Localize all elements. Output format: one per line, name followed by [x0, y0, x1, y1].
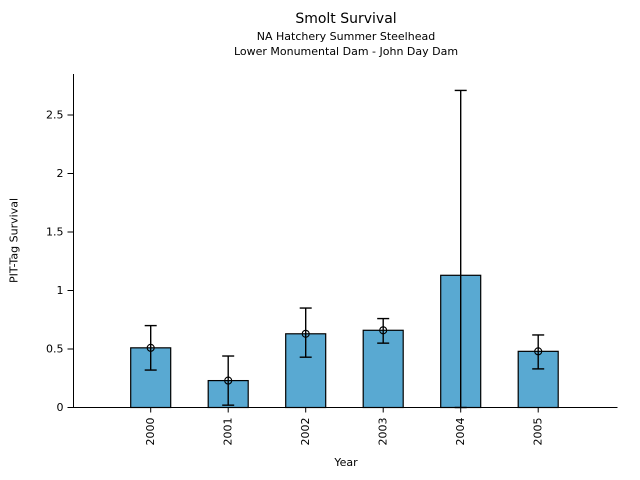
x-tick-label-2003: 2003 — [377, 418, 390, 446]
point-marker-2005 — [534, 347, 543, 356]
y-tick-label-1.5: 1.5 — [46, 226, 64, 239]
x-axis-label: Year — [334, 456, 358, 469]
chart-title: Smolt Survival — [295, 11, 397, 27]
x-tick-label-2005: 2005 — [532, 418, 545, 446]
x-tick-label-2002: 2002 — [299, 418, 312, 446]
point-marker-2003 — [379, 326, 388, 335]
y-tick-label-0: 0 — [57, 401, 64, 414]
x-tick-label-2001: 2001 — [222, 418, 235, 446]
y-tick-label-2.5: 2.5 — [46, 109, 64, 122]
x-tick-label-2004: 2004 — [454, 418, 467, 446]
point-marker-2000 — [146, 343, 155, 352]
chart-subtitle-line2: Lower Monumental Dam - John Day Dam — [233, 45, 459, 58]
chart-subtitle-line1: NA Hatchery Summer Steelhead — [256, 30, 436, 43]
x-tick-label-2000: 2000 — [144, 418, 157, 446]
y-tick-label-0.5: 0.5 — [46, 343, 64, 356]
point-marker-2001 — [224, 376, 233, 385]
y-tick-label-2: 2 — [57, 167, 64, 180]
y-tick-label-1: 1 — [57, 284, 64, 297]
point-marker-2002 — [301, 329, 310, 338]
